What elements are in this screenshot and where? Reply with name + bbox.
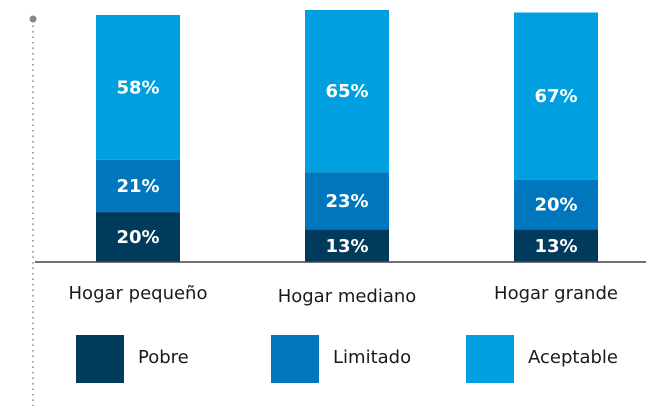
bar-segment <box>96 212 180 262</box>
bar-segment <box>305 229 389 262</box>
bar-segment <box>96 159 180 213</box>
legend-swatch <box>466 335 514 383</box>
value-label: 67% <box>534 86 577 107</box>
rule-dot <box>29 15 37 23</box>
value-label: 21% <box>116 176 159 197</box>
value-label: 13% <box>325 236 368 257</box>
value-label: 65% <box>325 81 368 102</box>
bar-segment <box>514 12 598 180</box>
value-label: 20% <box>116 227 159 248</box>
x-tick-label: Hogar grande <box>494 283 618 304</box>
bar-segment <box>514 229 598 262</box>
x-tick-label: Hogar pequeño <box>69 283 208 304</box>
legend-label: Limitado <box>333 347 411 368</box>
bar-segment <box>305 172 389 230</box>
legend-swatch <box>76 335 124 383</box>
bar-segment <box>514 179 598 230</box>
value-label: 13% <box>534 236 577 257</box>
legend-label: Pobre <box>138 347 189 368</box>
bar-segment <box>305 10 389 173</box>
value-label: 20% <box>534 195 577 216</box>
legend-swatch <box>271 335 319 383</box>
x-tick-label: Hogar mediano <box>278 286 417 307</box>
value-label: 58% <box>116 77 159 98</box>
value-label: 23% <box>325 191 368 212</box>
bar-segment <box>96 14 180 160</box>
legend-label: Aceptable <box>528 347 618 368</box>
